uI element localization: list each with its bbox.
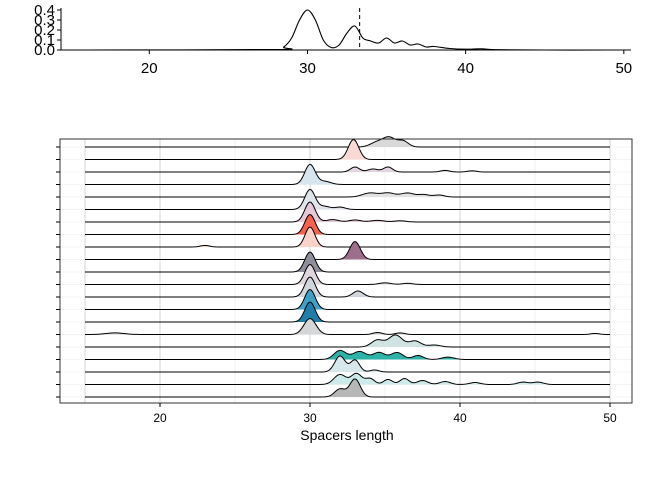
- ridge-line: [85, 251, 610, 273]
- top-x-tick-label: 50: [615, 60, 632, 77]
- ridge-line: [85, 276, 610, 298]
- ridge-line: [85, 317, 611, 335]
- top-y-axis: 0.00.10.20.30.4: [34, 2, 62, 59]
- ridgeline-x-axis: 20 30 40 50: [153, 403, 617, 425]
- top-density-panel: 0.00.10.20.30.4 20 30 40 50: [34, 2, 632, 77]
- ridgeline-x-tick-label: 40: [453, 411, 467, 425]
- ridge-line: [85, 226, 610, 248]
- ridge-line: [85, 378, 610, 398]
- ridge-fill: [85, 350, 610, 360]
- top-y-tick-label: 0.2: [34, 22, 55, 39]
- top-x-tick-label: 20: [141, 60, 158, 77]
- ridge-fill: [85, 241, 610, 260]
- ridge-line: [85, 166, 610, 173]
- ridge-line: [85, 138, 610, 160]
- ridge-fill: [85, 355, 610, 372]
- ridgeline-y-ticks: [56, 146, 60, 398]
- top-density-line: [85, 9, 609, 51]
- ridge-line: [85, 288, 610, 310]
- top-x-tick-label: 30: [299, 60, 316, 77]
- ridge-fill: [85, 373, 610, 385]
- ridge-line: [85, 263, 610, 285]
- ridge-line: [85, 301, 610, 323]
- x-axis-label: Spacers length: [300, 427, 393, 443]
- top-x-tick-label: 40: [457, 60, 474, 77]
- top-y-tick-label: 0.1: [34, 32, 55, 49]
- ridge-line: [85, 201, 610, 223]
- top-series-layer: [85, 8, 609, 51]
- ridge-line: [85, 240, 610, 260]
- ridge-line: [85, 213, 610, 235]
- ridge-line: [85, 136, 610, 148]
- top-y-tick-label: 0.4: [34, 2, 55, 19]
- ridge-line: [85, 188, 610, 210]
- ridge-line: [85, 372, 610, 385]
- ridge-line: [85, 334, 610, 348]
- top-y-tick-label: 0.0: [34, 42, 55, 59]
- ridgeline-series-layer: [85, 136, 611, 398]
- ridgeline-panel: 20 30 40 50 Spacers length: [56, 136, 633, 443]
- ridge-line: [85, 192, 610, 198]
- ridgeline-x-tick-label: 30: [303, 411, 317, 425]
- ridgeline-x-tick-label: 50: [603, 411, 617, 425]
- ridgeline-panel-border: [59, 138, 633, 404]
- top-x-axis: 20 30 40 50: [61, 49, 632, 77]
- ridge-line: [85, 163, 610, 185]
- ridge-line: [85, 349, 610, 360]
- top-y-tick-label: 0.3: [34, 12, 55, 29]
- ridgeline-x-tick-label: 20: [153, 411, 167, 425]
- ridge-line: [85, 355, 610, 373]
